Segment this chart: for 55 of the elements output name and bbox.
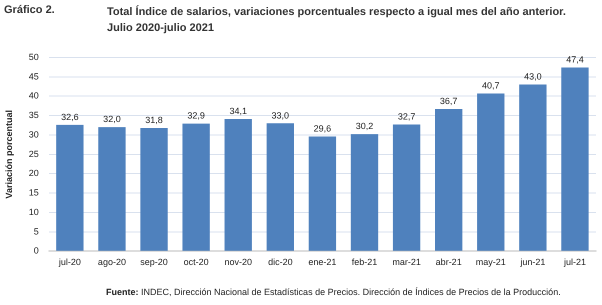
data-label: 32,6: [61, 112, 79, 122]
source-note: Fuente: INDEC, Dirección Nacional de Estadísticas de Precios. Dirección de Índices de Precios de la Producción.: [106, 287, 561, 297]
y-axis-title: Variación porcentual: [4, 110, 14, 199]
bar: [182, 124, 210, 251]
data-label: 34,1: [229, 106, 247, 116]
y-tick-label: 10: [28, 206, 39, 217]
data-label: 47,4: [566, 54, 584, 64]
y-tick-label: 50: [28, 52, 39, 62]
x-tick-label: jun-21: [519, 257, 546, 268]
bar: [224, 119, 252, 251]
data-label: 43,0: [524, 72, 542, 82]
text: Gráfico 2.: [4, 4, 55, 16]
data-label: 29,6: [314, 123, 332, 134]
bar: [477, 93, 504, 251]
data-label: 32,9: [187, 110, 205, 121]
bar: [435, 108, 462, 251]
y-tick-label: 35: [28, 110, 39, 120]
data-label: 31,8: [145, 114, 163, 125]
y-tick-label: 30: [28, 129, 39, 140]
y-tick-label: 25: [28, 148, 39, 159]
x-tick-label: ago-20: [98, 257, 126, 268]
y-tick-label: 40: [28, 90, 39, 101]
data-label: 30,2: [356, 121, 374, 132]
bar: [392, 124, 420, 251]
data-label: 36,7: [440, 96, 458, 106]
bar: [56, 124, 84, 251]
chart-title: Total Índice de salarios, variaciones porcentuales respecto a igual mes del año anterior.: [107, 4, 566, 20]
bar: [350, 134, 378, 251]
x-tick-label: feb-21: [352, 257, 378, 268]
x-tick-label: sep-20: [140, 257, 168, 268]
y-tick-label: 20: [28, 168, 39, 178]
bar: [98, 127, 126, 251]
x-tick-label: oct-20: [184, 257, 209, 268]
x-tick-label: may-21: [476, 257, 506, 268]
x-tick-label: dic-20: [268, 257, 293, 268]
x-tick-label: mar-21: [392, 257, 421, 268]
y-tick-label: 5: [34, 226, 39, 236]
y-tick-label: 0: [34, 246, 39, 256]
x-tick-label: jul-21: [562, 257, 586, 268]
x-tick-label: ene-21: [308, 257, 336, 268]
bar: [266, 123, 294, 251]
data-label: 32,7: [398, 111, 416, 122]
data-label: 33,0: [272, 110, 290, 120]
x-tick-label: abr-21: [436, 257, 462, 268]
bar: [519, 84, 547, 251]
bar: [140, 128, 168, 251]
y-tick-label: 15: [28, 188, 39, 198]
data-label: 40,7: [482, 80, 500, 90]
x-tick-label: nov-20: [224, 257, 252, 268]
chart-subtitle: Julio 2020-julio 2021: [107, 21, 215, 36]
x-tick-label: jul-20: [58, 257, 81, 268]
data-label: 32,0: [103, 114, 121, 124]
bar: [561, 67, 589, 251]
y-tick-label: 45: [28, 71, 39, 82]
bar: [308, 136, 336, 251]
